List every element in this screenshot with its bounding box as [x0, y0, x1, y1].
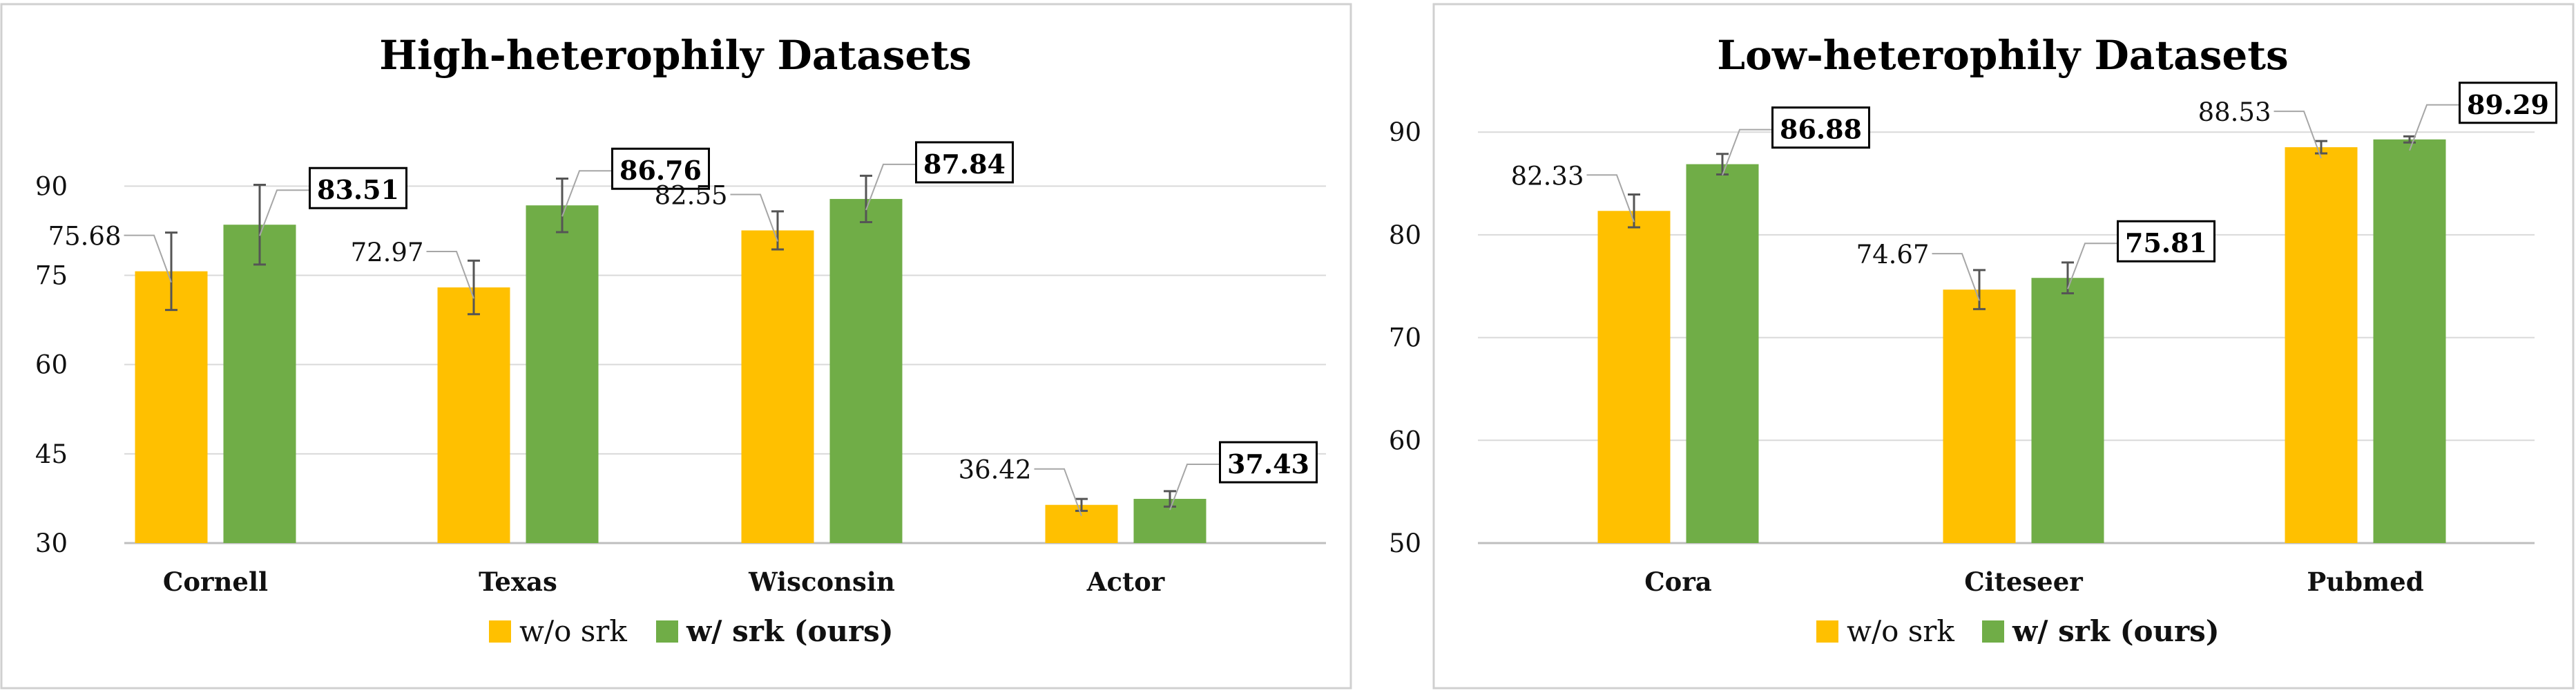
bar-w-srk-wisconsin	[829, 198, 903, 543]
data-label-box	[2459, 82, 2557, 124]
data-label-leader	[1932, 253, 1980, 301]
legend-label-w-srk-ours: w/ srk (ours)	[2012, 614, 2220, 648]
y-tick-label: 70	[1389, 323, 1421, 353]
bar-w-srk-cora	[1686, 164, 1759, 544]
data-label-leader	[2409, 104, 2460, 151]
category-label-citeseer: Citeseer	[1964, 567, 2083, 597]
data-label-box	[915, 141, 1014, 184]
y-tick-label: 75	[35, 261, 68, 291]
category-label-texas: Texas	[479, 567, 557, 597]
legend-label-w-o-srk: w/o srk	[519, 614, 627, 648]
category-label-cora: Cora	[1644, 567, 1712, 597]
legend-swatch-w-srk-ours	[1982, 620, 2004, 643]
data-label-wo-srk-texas: 72.97	[351, 238, 424, 267]
chart-title: High-heterophily Datasets	[379, 32, 972, 79]
y-tick-label: 50	[1389, 529, 1421, 558]
data-label-box	[1219, 441, 1318, 484]
high-heterophily-chart: High-heterophily Datasets 30 45 60 75 90 Corne…	[0, 3, 1352, 690]
data-label-w-srk-cornell: 83.51	[317, 174, 399, 205]
data-label-w-srk-actor: 37.43	[1227, 448, 1309, 480]
legend-swatch-w-o-srk	[489, 620, 511, 643]
legend-swatch-w-o-srk	[1816, 620, 1838, 643]
data-label-leader	[1722, 129, 1773, 175]
bar-w-srk-texas	[526, 205, 599, 543]
category-label-wisconsin: Wisconsin	[748, 567, 895, 597]
bar-w-srk-cornell	[223, 225, 296, 543]
chart-title: Low-heterophily Datasets	[1717, 32, 2288, 79]
data-label-wo-srk-pubmed: 88.53	[2198, 97, 2271, 127]
data-label-w-srk-wisconsin: 87.84	[923, 149, 1006, 180]
category-label-actor: Actor	[1086, 567, 1165, 597]
legend-swatch-w-srk-ours	[656, 620, 678, 643]
data-label-wo-srk-cornell: 75.68	[48, 222, 122, 251]
data-label-leader	[1169, 464, 1220, 511]
data-label-leader	[730, 193, 778, 242]
data-label-leader	[1586, 174, 1635, 222]
bar-wo-srk-cornell	[135, 271, 208, 543]
bar-wo-srk-citeseer	[1943, 289, 2016, 543]
category-label-cornell: Cornell	[163, 567, 268, 597]
y-tick-label: 60	[1389, 426, 1421, 455]
bar-w-srk-citeseer	[2031, 278, 2104, 543]
bar-wo-srk-texas	[437, 287, 510, 543]
bar-wo-srk-cora	[1597, 211, 1671, 543]
y-tick-label: 90	[35, 171, 68, 201]
y-tick-label: 80	[1389, 220, 1421, 250]
legend-label-w-o-srk: w/o srk	[1847, 614, 1954, 648]
data-label-leader	[124, 234, 172, 283]
y-tick-label: 60	[35, 350, 68, 380]
data-label-leader	[259, 189, 310, 236]
data-label-wo-srk-cora: 82.33	[1511, 161, 1584, 191]
data-label-wo-srk-wisconsin: 82.55	[655, 180, 728, 210]
data-label-w-srk-texas: 86.76	[619, 155, 702, 186]
low-heterophily-chart: Low-heterophily Datasets 50 60 70 80 90 Cora 82…	[1389, 3, 2575, 690]
data-label-box	[309, 167, 407, 209]
data-label-leader	[1034, 468, 1082, 517]
data-label-box	[611, 147, 710, 190]
data-label-leader	[2274, 111, 2322, 159]
y-tick-label: 30	[35, 529, 68, 558]
bar-w-srk-pubmed	[2373, 139, 2446, 543]
data-label-leader	[426, 250, 474, 299]
data-label-box	[2117, 220, 2215, 263]
data-label-w-srk-pubmed: 89.29	[2467, 89, 2549, 120]
data-label-leader	[865, 163, 916, 211]
legend-label-w-srk-ours: w/ srk (ours)	[686, 614, 894, 648]
y-tick-label: 90	[1389, 117, 1421, 147]
data-label-box	[1771, 106, 1870, 149]
data-label-w-srk-cora: 86.88	[1780, 114, 1862, 145]
data-label-leader	[561, 170, 613, 217]
bar-wo-srk-pubmed	[2285, 147, 2358, 543]
data-label-leader	[2067, 243, 2118, 289]
bar-wo-srk-wisconsin	[741, 230, 814, 543]
category-label-pubmed: Pubmed	[2307, 567, 2423, 597]
data-label-w-srk-citeseer: 75.81	[2125, 227, 2207, 258]
y-tick-label: 45	[35, 439, 68, 469]
data-label-wo-srk-citeseer: 74.67	[1856, 240, 1930, 269]
data-label-wo-srk-actor: 36.42	[959, 455, 1032, 485]
